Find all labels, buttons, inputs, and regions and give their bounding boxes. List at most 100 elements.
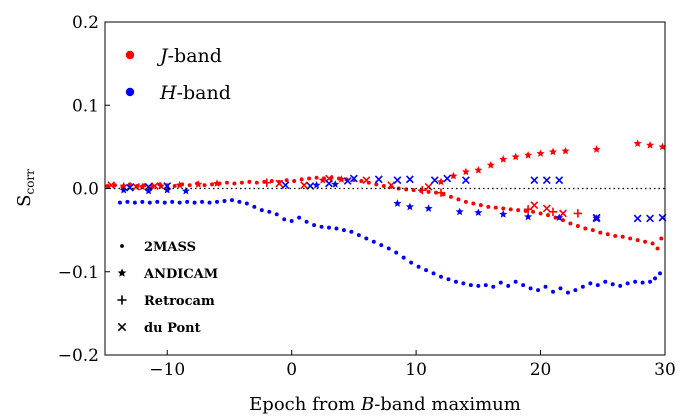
- data-point: [157, 181, 165, 190]
- data-point: [508, 207, 513, 212]
- data-point: [449, 171, 458, 180]
- data-point: [549, 147, 557, 156]
- data-point: [559, 209, 567, 218]
- data-point: [304, 219, 309, 224]
- data-point: [476, 283, 481, 288]
- x-tick-label: 30: [654, 360, 676, 380]
- y-axis-title-sub: corr: [23, 169, 37, 195]
- data-point: [463, 199, 468, 204]
- data-point: [446, 277, 451, 282]
- data-point: [299, 177, 304, 182]
- legend-j-band-marker: [125, 50, 135, 60]
- data-point: [513, 279, 518, 284]
- data-point: [555, 176, 564, 185]
- data-point: [658, 271, 663, 276]
- data-point: [393, 199, 402, 207]
- data-point: [341, 228, 346, 233]
- data-point: [185, 199, 190, 204]
- y-tick-label: 0.1: [72, 96, 99, 116]
- data-point: [312, 223, 317, 228]
- data-point: [491, 284, 496, 289]
- x-axis-ticks: −10 0 10 20 30: [149, 350, 676, 380]
- data-point: [247, 179, 252, 184]
- data-point: [297, 215, 302, 220]
- data-point: [655, 246, 660, 251]
- data-point: [493, 205, 498, 210]
- data-point: [379, 243, 384, 248]
- legend-h-band-label: H-band: [159, 82, 231, 104]
- data-point: [543, 284, 548, 289]
- data-point: [511, 152, 520, 161]
- data-point: [138, 182, 147, 191]
- data-point: [192, 200, 197, 205]
- data-point: [521, 283, 526, 288]
- data-point: [387, 181, 396, 190]
- data-point: [633, 279, 638, 284]
- data-point: [282, 217, 287, 222]
- data-point: [461, 281, 466, 286]
- data-point: [252, 204, 257, 209]
- data-point: [424, 204, 433, 212]
- data-point: [498, 280, 503, 285]
- data-point: [592, 213, 601, 222]
- data-point: [461, 176, 470, 185]
- data-point: [307, 176, 312, 181]
- data-point: [548, 207, 558, 217]
- data-point: [506, 283, 511, 288]
- data-point: [583, 226, 588, 231]
- data-point: [364, 236, 369, 241]
- data-point: [455, 207, 464, 216]
- data-point: [393, 176, 402, 185]
- data-point: [127, 182, 132, 187]
- legend-du-pont-marker: [117, 322, 127, 332]
- data-point: [486, 160, 495, 169]
- data-point: [244, 201, 249, 206]
- data-point: [132, 182, 141, 191]
- data-point: [536, 149, 545, 157]
- data-point: [140, 199, 145, 204]
- data-point: [401, 255, 406, 260]
- data-point: [565, 290, 570, 295]
- y-axis-title: Scorr: [14, 169, 37, 207]
- data-point: [620, 234, 625, 239]
- data-point: [132, 200, 137, 205]
- legend-2mass-marker: [120, 244, 124, 248]
- x-tick-label: 0: [286, 360, 297, 380]
- data-point: [628, 236, 633, 241]
- data-point: [405, 202, 414, 211]
- data-point: [343, 177, 352, 185]
- data-point: [239, 180, 244, 185]
- data-point: [625, 281, 630, 286]
- x-tick-label: −10: [149, 360, 185, 380]
- data-point: [448, 194, 453, 199]
- legend-du-pont-label: du Pont: [144, 321, 201, 336]
- data-point: [646, 214, 654, 223]
- data-point: [424, 182, 433, 191]
- data-point: [575, 223, 580, 228]
- data-point: [232, 181, 237, 186]
- data-point: [434, 190, 439, 195]
- legend-band-suffix: -band: [168, 45, 222, 67]
- data-point: [542, 176, 551, 185]
- data-point: [536, 288, 541, 293]
- data-point: [592, 145, 601, 153]
- data-point: [478, 203, 483, 208]
- data-point: [274, 212, 279, 217]
- data-point: [613, 233, 618, 238]
- data-point: [456, 197, 461, 202]
- data-point: [117, 200, 122, 205]
- data-point: [424, 268, 429, 273]
- x-axis-title-suffix: -band maximum: [374, 394, 521, 415]
- data-point: [483, 283, 488, 288]
- data-point: [648, 279, 653, 284]
- data-point: [289, 218, 294, 223]
- data-point: [486, 204, 491, 209]
- data-point: [394, 250, 399, 255]
- data-point: [170, 199, 175, 204]
- data-point: [436, 188, 446, 197]
- data-point: [590, 228, 595, 233]
- data-point: [558, 286, 563, 291]
- data-point: [337, 175, 346, 183]
